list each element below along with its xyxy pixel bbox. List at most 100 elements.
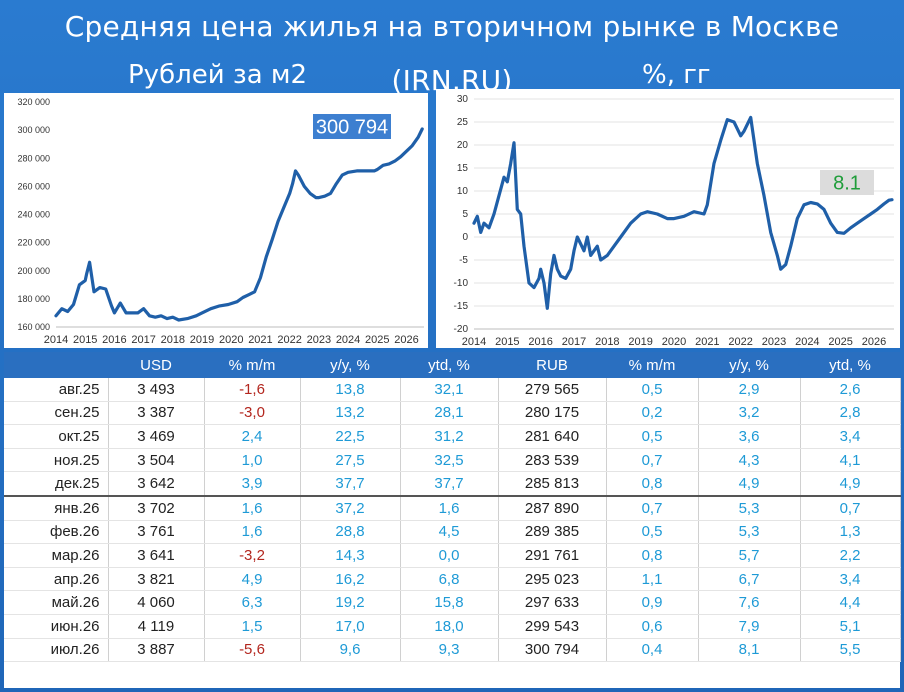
value-cell: 19,2 <box>300 590 401 615</box>
value-cell: 15,8 <box>400 590 499 615</box>
callout-label: 8.1 <box>833 173 861 195</box>
y-tick-label: 10 <box>457 186 469 197</box>
price-chart: 160 000 180 000 200 000 220 000 240 000 260 0… <box>17 97 424 346</box>
value-cell: 0,8 <box>606 543 699 568</box>
value-cell: 3,9 <box>204 471 301 497</box>
value-cell: 7,9 <box>698 614 801 639</box>
value-cell: 37,7 <box>400 471 499 497</box>
y-tick-label: 5 <box>462 209 468 220</box>
value-cell: 295 023 <box>498 567 607 592</box>
y-tick-label: 200 000 <box>17 266 50 276</box>
value-cell: 3 641 <box>108 543 205 568</box>
value-cell: 18,0 <box>400 614 499 639</box>
x-tick-label: 2025 <box>828 336 852 348</box>
period-cell: янв.26 <box>4 495 109 521</box>
value-cell: 32,5 <box>400 448 499 473</box>
value-cell: 5,3 <box>698 520 801 545</box>
price-table: USD% m/m y/y, % ytd, % RUB% m/m y/y, % ytd, %… <box>4 352 901 688</box>
value-cell: 2,4 <box>204 424 301 449</box>
period-cell: апр.26 <box>4 567 109 592</box>
value-cell: 2,8 <box>800 401 901 426</box>
y-tick-label: 20 <box>457 140 469 151</box>
value-cell: 1,6 <box>204 520 301 545</box>
callout-label: 300 794 <box>316 117 388 139</box>
value-cell: -3,0 <box>204 401 301 426</box>
y-tick-label: 180 000 <box>17 294 50 304</box>
y-tick-label: -15 <box>454 301 469 312</box>
table-row: июл.26 3 887 -5,6 9,6 9,3 300 794 0,4 8,1 5,5 <box>4 638 901 663</box>
period-cell: ноя.25 <box>4 448 109 473</box>
x-tick-label: 2018 <box>595 336 619 348</box>
value-cell: 4,3 <box>698 448 801 473</box>
value-cell: 297 633 <box>498 590 607 615</box>
value-cell: 4,1 <box>800 448 901 473</box>
value-cell: 279 565 <box>498 378 607 402</box>
period-cell: окт.25 <box>4 424 109 449</box>
value-cell: 13,8 <box>300 378 401 402</box>
x-tick-label: 2015 <box>495 336 519 348</box>
column-header: y/y, % <box>300 352 400 378</box>
value-cell: 3 504 <box>108 448 205 473</box>
value-cell: 27,5 <box>300 448 401 473</box>
value-cell: 32,1 <box>400 378 499 402</box>
column-header: USD <box>108 352 204 378</box>
value-cell: 3 761 <box>108 520 205 545</box>
x-tick-label: 2024 <box>336 334 360 346</box>
value-cell: 4 060 <box>108 590 205 615</box>
value-cell: 13,2 <box>300 401 401 426</box>
value-cell: 4,4 <box>800 590 901 615</box>
value-cell: 2,9 <box>698 378 801 402</box>
value-cell: 0,7 <box>606 495 699 521</box>
value-cell: 289 385 <box>498 520 607 545</box>
x-tick-label: 2020 <box>219 334 243 346</box>
value-cell: 4,9 <box>800 471 901 497</box>
x-tick-label: 2017 <box>131 334 155 346</box>
table-row: мар.26 3 641 -3,2 14,3 0,0 291 761 0,8 5,7 2,2 <box>4 543 901 568</box>
value-cell: 3 887 <box>108 638 205 663</box>
table-row: апр.26 3 821 4,9 16,2 6,8 295 023 1,1 6,7 3,4 <box>4 567 901 592</box>
value-cell: 0,7 <box>606 448 699 473</box>
value-cell: 280 175 <box>498 401 607 426</box>
x-tick-label: 2019 <box>628 336 652 348</box>
column-header <box>4 352 108 378</box>
x-tick-label: 2022 <box>728 336 752 348</box>
x-tick-label: 2020 <box>662 336 686 348</box>
value-cell: 3 642 <box>108 471 205 497</box>
y-tick-label: 30 <box>457 94 469 105</box>
value-cell: 7,6 <box>698 590 801 615</box>
column-header: % m/m <box>204 352 300 378</box>
x-tick-label: 2014 <box>462 336 486 348</box>
value-cell: 8,1 <box>698 638 801 663</box>
value-cell: 2,6 <box>800 378 901 402</box>
x-tick-label: 2025 <box>365 334 389 346</box>
x-tick-label: 2022 <box>277 334 301 346</box>
value-cell: 0,5 <box>606 424 699 449</box>
y-tick-label: -5 <box>459 255 468 266</box>
series-line <box>472 115 894 310</box>
value-cell: 6,3 <box>204 590 301 615</box>
x-tick-label: 2026 <box>394 334 418 346</box>
x-tick-label: 2015 <box>73 334 97 346</box>
y-tick-label: 160 000 <box>17 322 50 332</box>
y-tick-label: 320 000 <box>17 97 50 107</box>
column-header: ytd, % <box>800 352 900 378</box>
value-cell: 0,4 <box>606 638 699 663</box>
value-cell: 300 794 <box>498 638 607 663</box>
y-tick-label: 260 000 <box>17 181 50 191</box>
value-cell: 3 469 <box>108 424 205 449</box>
value-callout: 300 794 <box>313 114 391 139</box>
value-callout: 8.1 <box>820 170 874 195</box>
value-cell: 28,1 <box>400 401 499 426</box>
value-cell: 5,5 <box>800 638 901 663</box>
value-cell: 28,8 <box>300 520 401 545</box>
x-tick-label: 2017 <box>562 336 586 348</box>
value-cell: 3,2 <box>698 401 801 426</box>
value-cell: 3,4 <box>800 424 901 449</box>
value-cell: 37,2 <box>300 495 401 521</box>
table-header: USD% m/m y/y, % ytd, % RUB% m/m y/y, % ytd, % <box>4 352 900 378</box>
value-cell: 22,5 <box>300 424 401 449</box>
x-tick-label: 2018 <box>161 334 185 346</box>
callout-box <box>313 114 391 139</box>
yoy-chart-panel: -20 -15 -10 -5 0 5 10 15 20 25 30 2014 2015 2016 2017 2… <box>436 89 900 348</box>
